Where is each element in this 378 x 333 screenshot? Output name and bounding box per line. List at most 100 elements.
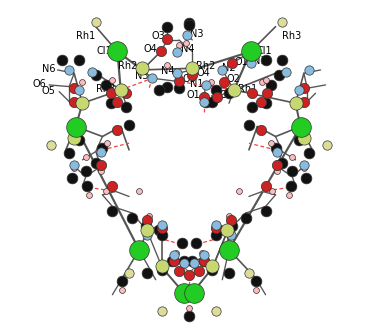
Point — [301, 162, 307, 167]
Point — [301, 166, 307, 171]
Point — [103, 82, 109, 88]
Point — [160, 309, 166, 314]
Point — [224, 227, 230, 232]
Point — [228, 232, 234, 237]
Point — [201, 259, 207, 264]
Point — [189, 72, 195, 78]
Point — [164, 84, 170, 89]
Point — [123, 104, 129, 109]
Point — [186, 305, 192, 311]
Point — [73, 124, 79, 129]
Point — [282, 69, 288, 74]
Point — [183, 41, 189, 46]
Point — [226, 247, 232, 252]
Point — [83, 154, 89, 159]
Point — [209, 267, 215, 272]
Point — [268, 141, 274, 146]
Point — [83, 169, 89, 174]
Point — [181, 289, 187, 294]
Text: O6: O6 — [33, 79, 46, 89]
Point — [196, 269, 202, 274]
Point — [76, 87, 82, 93]
Point — [98, 149, 104, 154]
Point — [186, 292, 192, 297]
Point — [264, 91, 270, 96]
Text: N1: N1 — [190, 79, 203, 89]
Text: O5: O5 — [42, 86, 56, 96]
Point — [273, 146, 279, 151]
Point — [212, 87, 218, 93]
Point — [146, 214, 152, 219]
Point — [48, 142, 54, 148]
Text: N6: N6 — [42, 64, 56, 74]
Point — [99, 146, 105, 151]
Point — [176, 79, 182, 84]
Point — [289, 169, 295, 174]
Point — [119, 279, 125, 284]
Text: O3: O3 — [152, 31, 166, 41]
Point — [66, 151, 72, 156]
Point — [160, 222, 166, 227]
Text: Rh3: Rh3 — [282, 31, 302, 41]
Point — [71, 86, 77, 91]
Point — [229, 224, 235, 229]
Point — [243, 215, 249, 221]
Point — [123, 91, 129, 96]
Point — [160, 264, 166, 269]
Point — [199, 250, 205, 256]
Point — [226, 214, 232, 219]
Point — [169, 259, 175, 264]
Point — [209, 99, 215, 104]
Point — [164, 36, 170, 42]
Point — [176, 42, 182, 48]
Point — [108, 91, 114, 96]
Point — [268, 82, 274, 88]
Text: N2: N2 — [222, 63, 235, 73]
Text: O1: O1 — [187, 90, 201, 100]
Point — [136, 189, 142, 194]
Point — [76, 137, 82, 143]
Point — [269, 189, 275, 194]
Point — [228, 217, 234, 222]
Point — [149, 76, 155, 81]
Point — [249, 91, 255, 96]
Point — [109, 209, 115, 214]
Point — [257, 127, 263, 133]
Point — [212, 222, 218, 227]
Point — [66, 67, 72, 73]
Point — [156, 87, 162, 93]
Point — [79, 101, 85, 106]
Point — [129, 215, 135, 221]
Point — [301, 86, 307, 91]
Point — [176, 74, 182, 79]
Point — [249, 104, 255, 109]
Point — [160, 267, 166, 272]
Point — [263, 209, 269, 214]
Point — [248, 61, 254, 66]
Point — [263, 184, 269, 189]
Point — [136, 247, 142, 252]
Point — [212, 232, 218, 237]
Point — [209, 264, 215, 269]
Point — [231, 87, 237, 93]
Point — [216, 227, 222, 232]
Point — [276, 72, 282, 78]
Text: Rh2: Rh2 — [196, 61, 216, 71]
Point — [176, 86, 182, 91]
Text: O3: O3 — [182, 74, 196, 84]
Text: N4: N4 — [181, 44, 194, 54]
Point — [191, 260, 197, 266]
Text: N4: N4 — [161, 66, 174, 76]
Point — [236, 189, 242, 194]
Text: O4: O4 — [196, 68, 210, 78]
Point — [226, 91, 232, 96]
Point — [174, 49, 180, 54]
Text: Rh3: Rh3 — [96, 84, 115, 94]
Point — [286, 192, 292, 197]
Point — [119, 287, 125, 292]
Point — [297, 122, 304, 128]
Point — [144, 270, 150, 276]
Point — [143, 224, 149, 229]
Point — [253, 287, 259, 292]
Point — [179, 240, 185, 246]
